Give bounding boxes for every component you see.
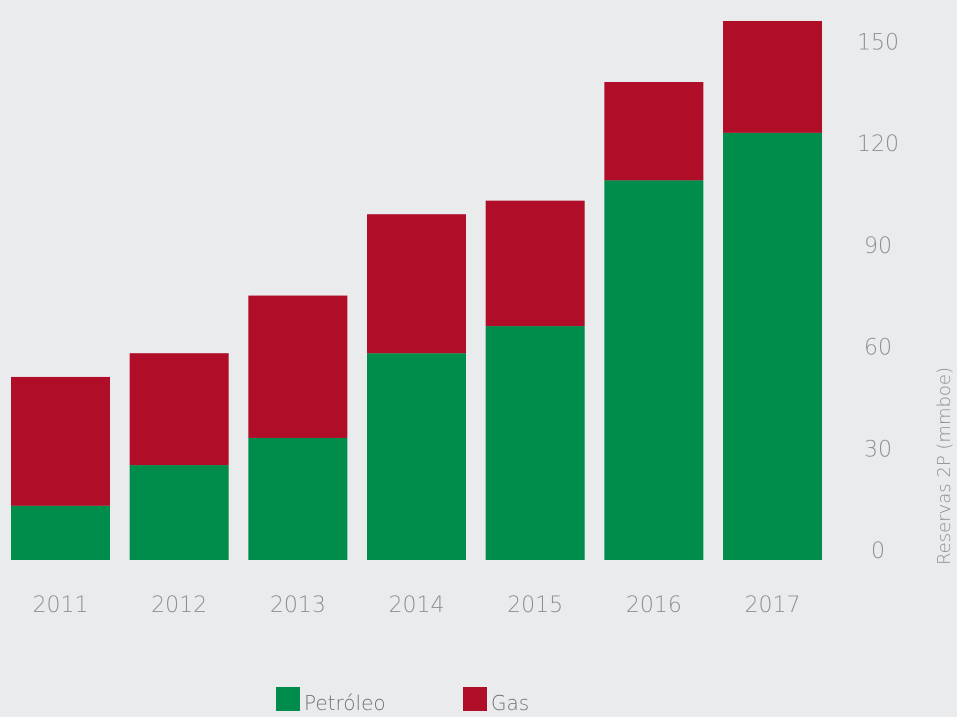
legend-label-petroleo: Petróleo [304,691,386,713]
y-tick-label-0: 0 [871,539,885,564]
bar-petroleo-2015 [485,326,585,560]
bar-gas-2016 [604,82,704,181]
x-tick-label-2016: 2016 [626,593,682,618]
bar-petroleo-2013 [248,437,348,560]
y-tick-label-90: 90 [864,234,892,259]
y-tick-label-120: 120 [857,132,899,157]
y-axis-ticks: 0 30 60 90 120 150 [857,31,899,565]
bar-gas-2015 [485,200,585,327]
x-tick-label-2014: 2014 [389,593,445,618]
x-axis-ticks: 2011 2012 2013 2014 2015 2016 2017 [33,593,801,618]
bars-layer [11,20,823,561]
legend-swatch-petroleo [276,687,300,711]
bar-gas-2013 [248,295,348,438]
x-tick-label-2017: 2017 [745,593,801,618]
y-tick-label-60: 60 [864,336,892,361]
x-tick-label-2013: 2013 [270,593,326,618]
bar-gas-2017 [723,20,823,133]
bar-gas-2012 [129,353,229,466]
x-tick-label-2015: 2015 [507,593,563,618]
bar-petroleo-2017 [723,132,823,561]
x-tick-label-2012: 2012 [151,593,207,618]
legend-swatch-gas [463,687,487,711]
y-axis-title: Reservas 2P (mmboe) [934,367,955,565]
bar-petroleo-2011 [11,505,110,560]
y-tick-label-150: 150 [857,31,899,56]
bar-petroleo-2014 [367,353,467,560]
legend: Petróleo Gas [276,687,529,715]
y-tick-label-30: 30 [864,437,892,462]
bar-gas-2011 [11,376,110,506]
bar-petroleo-2012 [129,465,229,560]
legend-label-gas: Gas [491,691,529,713]
bar-gas-2014 [367,214,467,354]
x-tick-label-2011: 2011 [33,593,89,618]
bar-petroleo-2016 [604,180,704,560]
